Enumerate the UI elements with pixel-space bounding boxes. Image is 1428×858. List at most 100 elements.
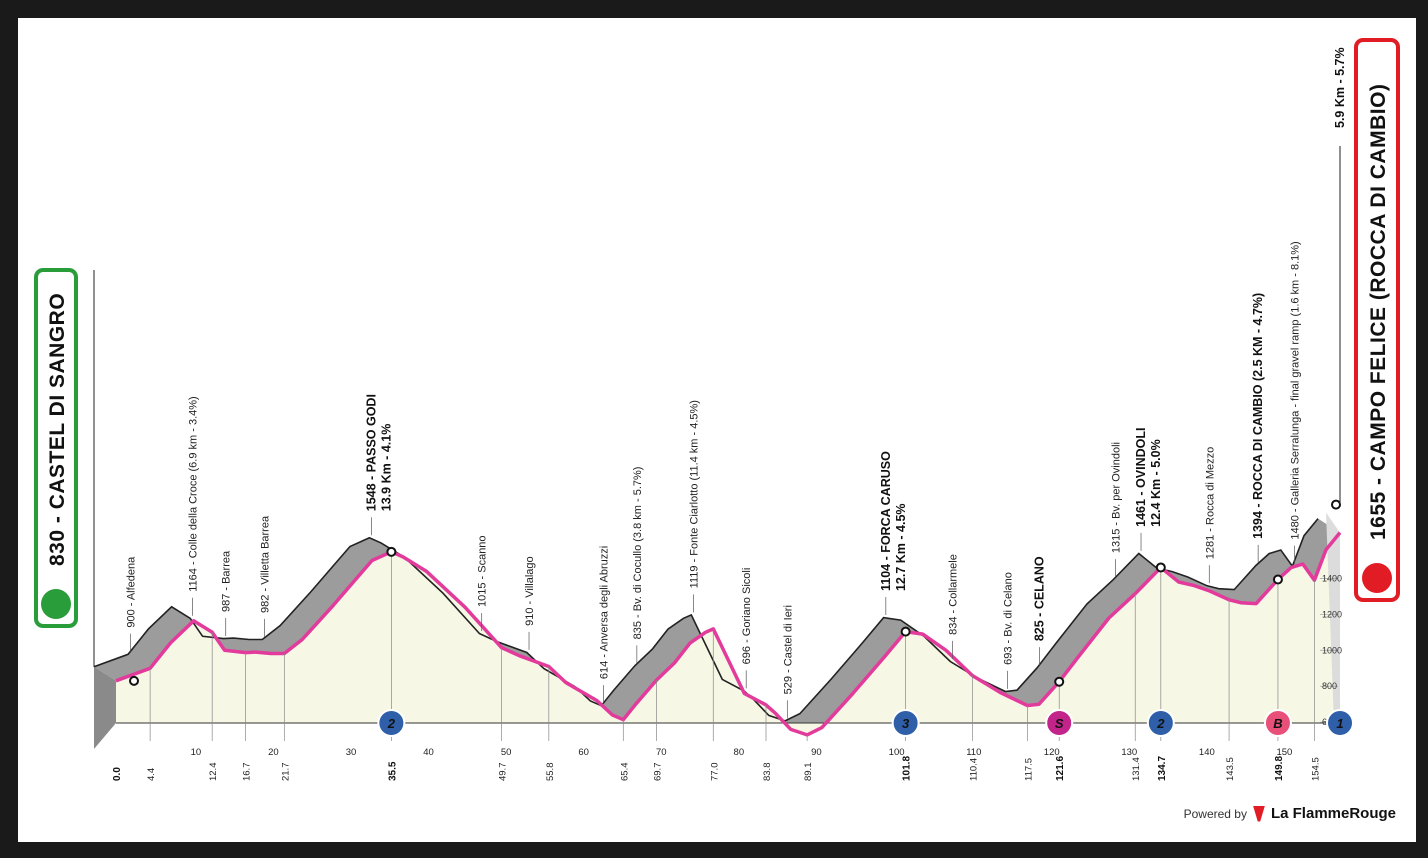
profile-card: 6008001000120014001020304050607080901001… <box>18 18 1416 842</box>
finish-name: 1655 - CAMPO FELICE (ROCCA DI CAMBIO) <box>1367 84 1390 540</box>
profile-front-fill <box>116 532 1340 735</box>
profile-left-wall <box>94 666 116 749</box>
x-tick-label: 50 <box>501 747 512 758</box>
cat-badge <box>891 709 920 737</box>
place-label: 1548 - PASSO GODI <box>365 394 379 511</box>
start-name: 830 - CASTEL DI SANGRO <box>46 293 69 566</box>
x-tick-label: 90 <box>811 747 822 758</box>
km-label: 65.4 <box>619 763 630 782</box>
place-label: 900 - Alfedena <box>125 556 137 628</box>
place-label: 1480 - Galleria Serralunga - final grave… <box>1290 241 1302 539</box>
km-label: 49.7 <box>498 763 509 782</box>
x-tick-label: 10 <box>191 747 202 758</box>
profile-right-wall <box>1326 512 1340 723</box>
place-label: 987 - Barrea <box>221 550 233 612</box>
x-tick-label: 30 <box>346 747 357 758</box>
place-label: 693 - Bv. di Celano <box>1003 572 1015 665</box>
place-label: 1281 - Rocca di Mezzo <box>1204 447 1216 560</box>
y-tick-label: 1400 <box>1322 573 1342 583</box>
x-tick-label: 140 <box>1199 747 1215 758</box>
road-line <box>115 531 1342 737</box>
cat-badge <box>377 709 406 737</box>
climb-stats-label: 13.9 Km - 4.1% <box>380 424 394 512</box>
km-label: 110.4 <box>968 758 979 781</box>
badge-label: 2 <box>387 716 396 731</box>
place-label: 1461 - OVINDOLI <box>1134 428 1148 527</box>
x-tick-label: 130 <box>1121 747 1137 758</box>
waypoint-dot <box>386 546 397 557</box>
start-box <box>34 268 78 628</box>
place-label: 835 - Bv. di Cocullo (3.8 km - 5.7%) <box>632 467 644 640</box>
climb-stats-label: 12.7 Km - 4.5% <box>894 503 908 591</box>
x-tick-label: 100 <box>889 747 905 758</box>
place-label: 1104 - FORCA CARUSO <box>879 451 893 591</box>
place-label: 1119 - Fonte Ciarlotto (11.4 km - 4.5%) <box>688 400 700 588</box>
x-tick-label: 120 <box>1044 747 1060 758</box>
km-label: 149.8 <box>1274 756 1285 781</box>
waypoint-dot <box>900 626 911 637</box>
cat-badge <box>1146 709 1175 737</box>
place-label: 982 - Villetta Barrea <box>260 515 272 613</box>
waypoint-dot <box>129 675 139 686</box>
elevation-profile-chart: 6008001000120014001020304050607080901001… <box>34 38 1400 782</box>
sprint-badge <box>1045 709 1074 737</box>
cat-badge <box>1326 709 1354 737</box>
place-label: 825 - CELANO <box>1032 556 1046 641</box>
badge-label: 2 <box>1156 716 1165 731</box>
km-label: 69.7 <box>653 763 664 782</box>
km-label: 77.0 <box>709 763 720 782</box>
flamme-rouge-logo-icon <box>1252 805 1265 822</box>
km-label: 35.5 <box>387 761 398 781</box>
x-tick-label: 150 <box>1276 747 1292 758</box>
place-label: 696 - Goriano Sicoli <box>741 568 753 665</box>
km-label: 21.7 <box>280 763 291 782</box>
waypoint-dot <box>1155 562 1166 573</box>
finish-cyclist-icon <box>1362 563 1392 593</box>
climb-stats-label: 12.4 Km - 5.0% <box>1149 439 1163 527</box>
x-tick-label: 20 <box>268 747 279 758</box>
x-tick-label: 80 <box>734 747 745 758</box>
km-label: 143.5 <box>1225 757 1236 781</box>
finish-climb-stats: 5.9 Km - 5.7% <box>1333 47 1347 128</box>
place-label: 614 - Anversa degli Abruzzi <box>598 546 610 679</box>
badge-label: S <box>1055 716 1064 731</box>
place-label: 834 - Collarmele <box>948 554 960 635</box>
km-label: 0.0 <box>112 767 123 781</box>
powered-by-label: Powered by <box>1183 806 1247 821</box>
badge-label: 1 <box>1336 716 1343 731</box>
place-label: 1015 - Scanno <box>477 535 489 607</box>
place-label: 910 - Villalago <box>524 556 536 626</box>
bonus-badge <box>1263 709 1292 737</box>
place-label: 1164 - Colle della Croce (6.9 km - 3.4%) <box>187 396 199 591</box>
km-label: 131.4 <box>1131 757 1142 781</box>
finish-box <box>1354 38 1400 602</box>
place-label: 529 - Castel di Ieri <box>782 605 794 694</box>
y-tick-label: 1200 <box>1322 609 1342 619</box>
place-label: 1315 - Bv. per Ovindoli <box>1110 442 1122 553</box>
x-tick-label: 60 <box>578 747 589 758</box>
y-tick-label: 800 <box>1322 681 1337 691</box>
km-label: 89.1 <box>803 763 814 782</box>
waypoint-dot <box>1054 676 1065 687</box>
profile-top-surface <box>94 518 1340 735</box>
x-tick-label: 70 <box>656 747 667 758</box>
km-label: 121.6 <box>1055 756 1066 781</box>
x-tick-label: 110 <box>966 747 981 758</box>
km-label: 55.8 <box>545 763 556 782</box>
y-tick-label: 1000 <box>1322 645 1342 655</box>
km-label: 12.4 <box>208 763 219 782</box>
km-label: 134.7 <box>1157 756 1168 781</box>
waypoint-dot <box>1331 499 1341 510</box>
km-label: 83.8 <box>762 763 773 782</box>
brand-name: La FlammeRouge <box>1270 805 1396 822</box>
badge-label: 3 <box>902 716 910 731</box>
km-label: 101.8 <box>902 756 913 781</box>
x-tick-label: 40 <box>423 747 434 758</box>
km-label: 16.7 <box>242 763 253 782</box>
km-label: 154.5 <box>1310 757 1321 781</box>
start-cyclist-icon <box>41 589 71 619</box>
place-label: 1394 - ROCCA DI CAMBIO (2.5 KM - 4.7%) <box>1251 293 1265 539</box>
km-label: 117.5 <box>1023 758 1034 781</box>
waypoint-dot <box>1272 574 1283 585</box>
km-label: 4.4 <box>146 768 157 781</box>
